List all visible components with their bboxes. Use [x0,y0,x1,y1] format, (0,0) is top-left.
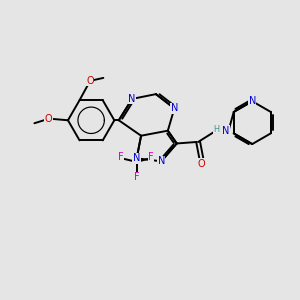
Text: F: F [148,152,154,162]
Text: F: F [118,152,124,162]
Text: N: N [171,103,178,113]
Text: H: H [214,125,220,134]
Text: O: O [198,159,206,169]
Text: N: N [128,94,136,104]
Text: O: O [45,114,52,124]
Text: N: N [249,96,256,106]
Text: N: N [158,156,165,166]
Text: F: F [134,172,140,182]
Text: N: N [133,153,140,163]
Text: N: N [222,126,230,136]
Text: O: O [86,76,94,86]
